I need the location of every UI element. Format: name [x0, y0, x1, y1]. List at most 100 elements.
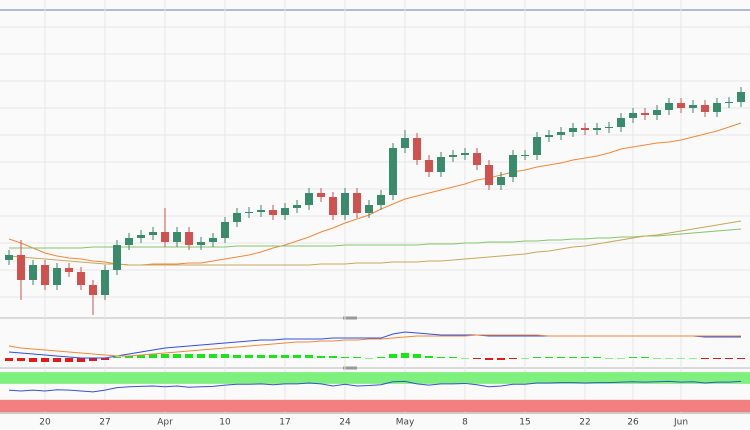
candle-body [281, 208, 289, 215]
histogram-bar [401, 353, 409, 358]
candle-body [317, 193, 325, 197]
histogram-bar [425, 356, 433, 358]
candle-body [593, 128, 601, 130]
candle-body [437, 157, 445, 172]
candle-body [17, 255, 25, 280]
x-tick-label: Apr [157, 418, 173, 428]
candle-body [713, 103, 721, 112]
x-tick-label: 24 [339, 418, 351, 428]
histogram-bar [281, 355, 289, 358]
histogram-bar [41, 358, 49, 362]
candle-body [629, 113, 637, 118]
candle-body [425, 160, 433, 172]
candle-body [125, 238, 133, 245]
candle-body [341, 193, 349, 215]
histogram-bar [29, 358, 37, 362]
histogram-bar [533, 357, 541, 358]
histogram-bar [89, 358, 97, 361]
histogram-bar [341, 357, 349, 358]
candle-body [197, 242, 205, 245]
histogram-bar [269, 355, 277, 358]
candle-body [353, 193, 361, 213]
candle-body [257, 210, 265, 212]
histogram-bar [137, 355, 145, 358]
candle-body [221, 222, 229, 238]
moving-average [8, 220, 742, 266]
candle-body [149, 232, 157, 235]
candle-body [617, 118, 625, 127]
histogram-bar [329, 356, 337, 358]
candle-body [545, 135, 553, 137]
candle-body [413, 138, 421, 160]
candle-body [29, 265, 37, 280]
candle-body [233, 213, 241, 222]
candle-body [557, 132, 565, 135]
candle-body [305, 193, 313, 205]
histogram-bar [305, 355, 313, 358]
histogram-bar [737, 358, 745, 359]
candle-body [449, 155, 457, 157]
x-tick-label: 26 [627, 418, 639, 428]
candle-body [737, 92, 745, 102]
histogram-bar [509, 358, 517, 359]
histogram-bar [365, 358, 373, 359]
histogram-bar [53, 358, 61, 362]
x-tick-label: 10 [219, 418, 231, 428]
histogram-bar [581, 357, 589, 358]
histogram-bar [161, 354, 169, 358]
macd-line [8, 334, 741, 357]
histogram-bar [653, 358, 661, 359]
x-tick-label: Jun [673, 418, 688, 428]
histogram-bar [605, 358, 613, 359]
candle-body [569, 128, 577, 132]
candle-body [401, 138, 409, 148]
candle-body [581, 128, 589, 130]
histogram-bar [257, 355, 265, 358]
histogram-bar [233, 355, 241, 358]
histogram-bar [293, 355, 301, 358]
candle-body [113, 245, 121, 270]
histogram-bar [725, 358, 733, 359]
histogram-bar [101, 358, 109, 360]
candle-body [209, 238, 217, 242]
candle-body [245, 212, 253, 213]
zone-band [0, 399, 750, 412]
resize-handle[interactable] [343, 366, 357, 370]
histogram-bar [185, 354, 193, 358]
histogram-bar [317, 356, 325, 358]
candle-body [641, 113, 649, 115]
candle-body [665, 103, 673, 110]
x-tick-label: May [396, 418, 415, 428]
histogram-bar [485, 358, 493, 360]
histogram-bar [677, 358, 685, 359]
histogram-bar [569, 357, 577, 358]
candle-body [5, 255, 13, 260]
histogram-bar [521, 358, 529, 359]
histogram-bar [149, 354, 157, 358]
candle-body [677, 103, 685, 108]
resize-handle[interactable] [343, 316, 357, 320]
candle-body [77, 272, 85, 285]
histogram-bar [713, 358, 721, 359]
candle-body [173, 232, 181, 242]
candle-body [509, 155, 517, 177]
candle-body [473, 153, 481, 165]
histogram-bar [245, 355, 253, 358]
x-tick-label: 20 [39, 418, 51, 428]
histogram-bar [17, 358, 25, 361]
x-tick-label: 27 [99, 418, 110, 428]
histogram-bar [449, 357, 457, 358]
histogram-bar [473, 358, 481, 359]
histogram-bar [389, 354, 397, 358]
candle-body [137, 235, 145, 238]
candle-body [521, 155, 529, 156]
histogram-bar [173, 354, 181, 358]
candle-body [89, 285, 97, 295]
candle-body [605, 127, 613, 128]
histogram-bar [5, 358, 13, 361]
histogram-bar [689, 358, 697, 359]
histogram-bar [557, 357, 565, 358]
histogram-bar [497, 358, 505, 360]
